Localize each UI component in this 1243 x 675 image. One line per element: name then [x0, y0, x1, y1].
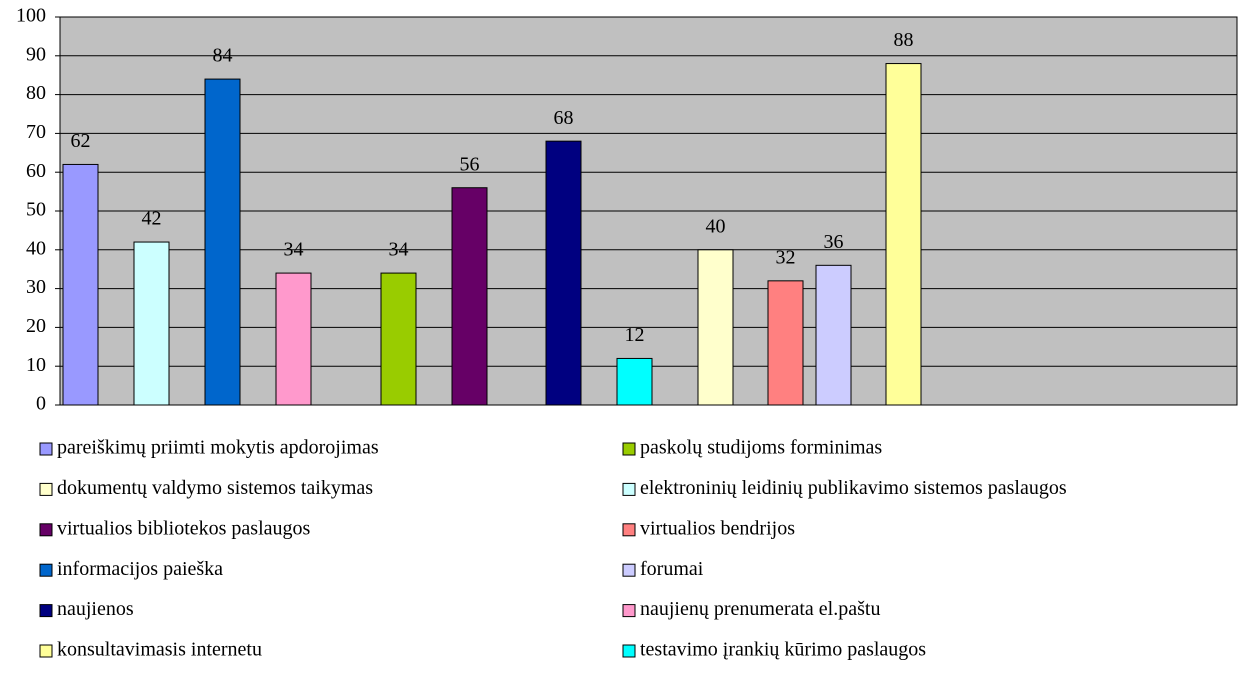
y-tick-label: 30 — [26, 276, 46, 298]
data-label: 42 — [142, 208, 162, 230]
legend-swatch — [622, 644, 636, 658]
legend-swatch — [39, 604, 53, 618]
legend-swatch — [622, 563, 636, 577]
legend-label: naujienų prenumerata el.paštu — [640, 598, 880, 620]
y-tick-label: 40 — [26, 237, 46, 259]
data-label: 36 — [824, 231, 844, 253]
legend-swatch — [39, 482, 53, 496]
legend-label: pareiškimų priimti mokytis apdorojimas — [57, 437, 379, 459]
bar — [545, 140, 582, 406]
legend-label: informacijos paieška — [57, 558, 223, 580]
y-tick-label: 80 — [26, 82, 46, 104]
legend-swatch — [39, 563, 53, 577]
bar — [767, 280, 804, 406]
legend-swatch — [622, 604, 636, 618]
legend-label: paskolų studijoms forminimas — [640, 437, 882, 459]
y-tick-label: 100 — [16, 5, 46, 27]
bar — [451, 187, 488, 406]
data-label: 88 — [894, 29, 914, 51]
legend-label: virtualios bendrijos — [640, 517, 795, 539]
data-label: 68 — [554, 107, 574, 129]
bar — [616, 357, 653, 406]
bar — [204, 78, 241, 406]
data-label: 34 — [389, 239, 409, 261]
legend-label: dokumentų valdymo sistemos taikymas — [57, 477, 373, 499]
data-label: 12 — [625, 324, 645, 346]
bar — [62, 163, 99, 406]
legend-label: konsultavimasis internetu — [57, 639, 262, 661]
bar — [133, 241, 170, 406]
y-tick-label: 20 — [26, 315, 46, 337]
bar — [275, 272, 312, 406]
y-tick-label: 70 — [26, 121, 46, 143]
legend-swatch — [622, 442, 636, 456]
legend-label: forumai — [640, 558, 704, 580]
data-label: 56 — [460, 153, 480, 175]
legend-label: naujienos — [57, 598, 134, 620]
data-label: 32 — [776, 246, 796, 268]
legend-swatch — [622, 482, 636, 496]
y-tick-label: 0 — [36, 393, 46, 415]
legend-swatch — [39, 523, 53, 537]
y-tick-label: 60 — [26, 160, 46, 182]
y-tick-label: 50 — [26, 199, 46, 221]
legend-label: testavimo įrankių kūrimo paslaugos — [640, 639, 926, 661]
data-label: 84 — [213, 45, 233, 67]
bar — [697, 249, 734, 406]
legend-swatch — [39, 442, 53, 456]
bar — [885, 63, 922, 406]
bar — [815, 264, 852, 406]
legend-label: elektroninių leidinių publikavimo sistem… — [640, 477, 1067, 499]
y-tick-label: 90 — [26, 43, 46, 65]
legend-swatch — [622, 523, 636, 537]
data-label: 40 — [706, 215, 726, 237]
legend-label: virtualios bibliotekos paslaugos — [57, 517, 311, 539]
data-label: 34 — [284, 239, 304, 261]
y-tick-label: 10 — [26, 354, 46, 376]
bar — [380, 272, 417, 406]
legend-swatch — [39, 644, 53, 658]
data-label: 62 — [71, 130, 91, 152]
